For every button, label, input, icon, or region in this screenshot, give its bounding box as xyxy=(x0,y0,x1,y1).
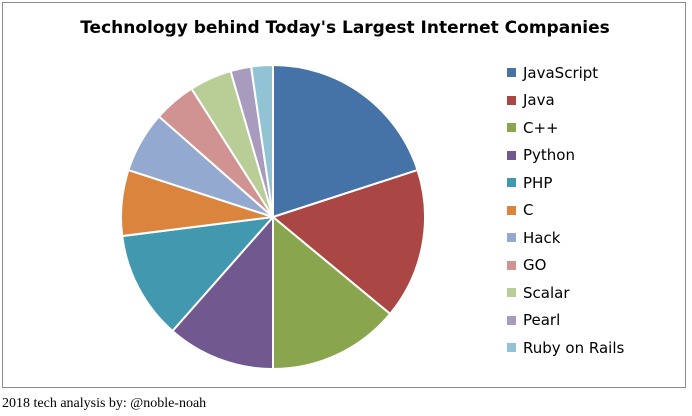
chart-title: Technology behind Today's Largest Intern… xyxy=(80,18,610,38)
legend-item-ruby-on-rails: Ruby on Rails xyxy=(507,334,677,362)
legend-item-c: C xyxy=(507,197,677,225)
chart-frame: Technology behind Today's Largest Intern… xyxy=(2,2,686,388)
legend-item-pearl: Pearl xyxy=(507,307,677,335)
footer-note: 2018 tech analysis by: @noble-noah xyxy=(2,396,207,411)
legend-item-c: C++ xyxy=(507,114,677,142)
legend-label: PHP xyxy=(523,173,553,192)
legend-swatch xyxy=(507,178,516,188)
legend-label: GO xyxy=(523,256,547,275)
legend-swatch xyxy=(507,68,516,78)
legend-item-go: GO xyxy=(507,252,677,280)
legend-label: Ruby on Rails xyxy=(523,338,625,357)
legend-label: Scalar xyxy=(523,283,570,302)
legend-item-java: Java xyxy=(507,87,677,115)
pie-slice-javascript xyxy=(272,64,419,218)
legend: JavaScript Java C++ Python PHP C Hack GO Scalar P… xyxy=(507,59,677,362)
legend-swatch xyxy=(507,288,516,298)
legend-swatch xyxy=(507,95,516,105)
pie-chart xyxy=(120,63,426,370)
pie-slice-ruby-on-rails xyxy=(250,63,274,218)
legend-label: JavaScript xyxy=(523,63,599,82)
legend-swatch xyxy=(507,150,516,160)
legend-swatch xyxy=(507,233,516,243)
legend-swatch xyxy=(507,260,516,270)
legend-item-hack: Hack xyxy=(507,224,677,252)
legend-label: C xyxy=(523,201,534,220)
pie-slice-java xyxy=(272,169,426,315)
legend-label: Python xyxy=(523,146,575,165)
pie-slice-python xyxy=(171,216,274,370)
legend-item-php: PHP xyxy=(507,169,677,197)
legend-item-python: Python xyxy=(507,142,677,170)
legend-swatch xyxy=(507,205,516,215)
legend-label: Pearl xyxy=(523,311,561,330)
pie-slice-php xyxy=(121,216,274,333)
legend-label: Java xyxy=(523,91,555,110)
legend-label: C++ xyxy=(523,118,559,137)
pie-slice-c xyxy=(272,216,392,370)
legend-item-scalar: Scalar xyxy=(507,279,677,307)
legend-label: Hack xyxy=(523,228,561,247)
legend-item-javascript: JavaScript xyxy=(507,59,677,87)
legend-swatch xyxy=(507,315,516,325)
legend-swatch xyxy=(507,343,516,353)
legend-swatch xyxy=(507,123,516,133)
